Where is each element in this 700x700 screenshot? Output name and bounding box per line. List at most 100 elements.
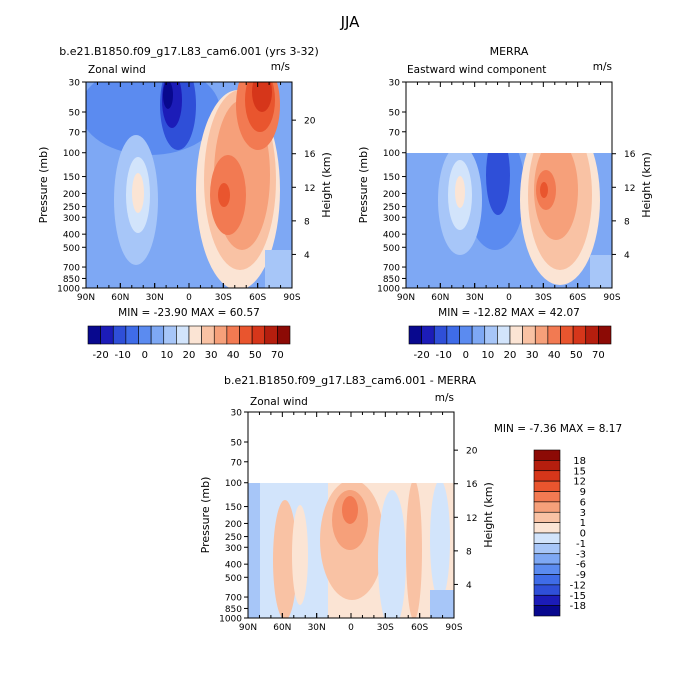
panel-model-stats: MIN = -23.90 MAX = 60.57 xyxy=(118,307,260,319)
panel-model-ytick-right-label: 20 xyxy=(304,117,316,127)
colorbar-model-label: 30 xyxy=(205,350,218,361)
colorbar-diff-swatch xyxy=(533,594,561,606)
colorbar-diff-label: -12 xyxy=(570,580,586,591)
colorbar-diff-label: -9 xyxy=(576,570,586,581)
figure-title: JJA xyxy=(340,13,361,31)
panel-diff-xtick-label: 90S xyxy=(445,623,462,633)
colorbar-diff-swatch xyxy=(533,449,561,461)
panel-diff-ytick-label: 850 xyxy=(225,605,242,615)
colorbar-diff-label: -3 xyxy=(576,549,586,560)
colorbar-diff-swatch xyxy=(533,532,561,544)
panel-obs-ytick-right-label: 16 xyxy=(624,150,636,160)
panel-obs-ytick-right-label: 8 xyxy=(624,217,630,227)
panel-obs-xtick-label: 30S xyxy=(535,293,552,303)
colorbar-obs-swatch xyxy=(471,325,486,345)
panel-obs-ytick-label: 850 xyxy=(383,275,400,285)
colorbar-obs-label: 30 xyxy=(526,350,539,361)
colorbar-obs-swatch xyxy=(572,325,587,345)
panel-obs-ytick-label: 30 xyxy=(389,79,401,89)
panel-diff-ytick-label: 300 xyxy=(225,544,242,554)
panel-obs-ytick-label: 70 xyxy=(389,128,401,138)
colorbar-obs-label: -10 xyxy=(436,350,452,361)
panel-model: b.e21.B1850.f09_g17.L83_cam6.001 (yrs 3-… xyxy=(37,45,333,319)
panel-obs-xtick-label: 90N xyxy=(397,293,415,303)
panel-obs-ytick-right-label: 12 xyxy=(624,184,635,194)
panel-diff-field xyxy=(248,483,454,618)
colorbar-diff-label: 0 xyxy=(580,529,586,540)
panel-model-units: m/s xyxy=(271,61,290,73)
panel-diff-ytick-right-label: 20 xyxy=(466,447,478,457)
colorbar-obs-swatch xyxy=(459,325,473,345)
panel-model-title: b.e21.B1850.f09_g17.L83_cam6.001 (yrs 3-… xyxy=(59,45,319,58)
colorbar-diff-label: 12 xyxy=(573,477,586,488)
colorbar-model-swatch xyxy=(176,325,190,345)
panel-diff-ytick-label: 400 xyxy=(225,561,242,571)
panel-model-xtick-label: 60S xyxy=(249,293,266,303)
panel-diff-xtick-label: 60N xyxy=(273,623,291,633)
colorbar-model-swatch xyxy=(163,325,177,345)
colorbar-diff-swatch xyxy=(533,460,561,472)
panel-obs-ytick-label: 400 xyxy=(383,231,400,241)
panel-diff-ylabel-right: Height (km) xyxy=(482,482,495,548)
colorbar-obs-swatch xyxy=(446,325,460,345)
colorbar-diff-label: 9 xyxy=(580,487,586,498)
colorbar-diff-label: 1 xyxy=(580,518,586,529)
panel-diff-ytick-label: 200 xyxy=(225,520,242,530)
colorbar-obs-label: 0 xyxy=(463,350,469,361)
panel-obs-ytick-label: 1000 xyxy=(377,285,400,295)
panel-diff-ytick-label: 50 xyxy=(231,439,243,449)
colorbar-obs-swatch xyxy=(534,325,549,345)
panel-diff-title: b.e21.B1850.f09_g17.L83_cam6.001 - MERRA xyxy=(224,374,476,387)
panel-obs-title: MERRA xyxy=(490,45,529,58)
panel-obs-xtick-label: 90S xyxy=(603,293,620,303)
panel-model-xtick-label: 60N xyxy=(111,293,129,303)
panel-model-ytick-label: 30 xyxy=(69,79,81,89)
panel-model-ytick-label: 850 xyxy=(63,275,80,285)
colorbar-diff-swatch xyxy=(533,470,561,482)
panel-obs-xtick-label: 60N xyxy=(431,293,449,303)
colorbar-obs: -20 -10 0 10 20 30 40 50 70 xyxy=(408,325,612,361)
colorbar-model-label: 0 xyxy=(142,350,148,361)
panel-diff-ytick-label: 1000 xyxy=(219,615,242,625)
colorbar-obs-swatch xyxy=(598,325,612,345)
colorbar-diff-swatch xyxy=(533,553,561,565)
panel-obs-ytick-label: 300 xyxy=(383,214,400,224)
colorbar-obs-label: 50 xyxy=(570,350,583,361)
panel-model-left-label: Zonal wind xyxy=(88,64,146,76)
panel-model-ylabel: Pressure (mb) xyxy=(37,147,50,224)
colorbar-model-label: 50 xyxy=(249,350,262,361)
colorbar-model-swatch xyxy=(150,325,165,345)
panel-obs-left-label: Eastward wind component xyxy=(407,64,546,76)
panel-diff-ytick-label: 250 xyxy=(225,533,242,543)
colorbar-model-label: 40 xyxy=(227,350,240,361)
panel-model-ytick-right-label: 8 xyxy=(304,217,310,227)
panel-obs-ytick-label: 500 xyxy=(383,244,400,254)
panel-obs-field xyxy=(406,153,612,288)
panel-obs-ytick-label: 250 xyxy=(383,203,400,213)
colorbar-obs-swatch xyxy=(547,325,561,345)
panel-obs: MERRA Eastward wind component m/s 30 50 70… xyxy=(357,45,653,319)
colorbar-obs-label: 70 xyxy=(592,350,605,361)
colorbar-obs-swatch xyxy=(560,325,574,345)
colorbar-obs-swatch xyxy=(408,325,422,345)
panel-obs-ytick-label: 150 xyxy=(383,173,400,183)
panel-diff: b.e21.B1850.f09_g17.L83_cam6.001 - MERRA… xyxy=(199,374,622,633)
panel-diff-ytick-label: 700 xyxy=(225,594,242,604)
colorbar-model-swatch xyxy=(125,325,139,345)
colorbar-obs-label: 10 xyxy=(482,350,495,361)
colorbar-diff-label: 18 xyxy=(573,456,586,467)
colorbar-model-label: 20 xyxy=(183,350,196,361)
panel-model-ytick-label: 1000 xyxy=(57,285,80,295)
colorbar-diff-label: -15 xyxy=(570,591,586,602)
colorbar-obs-swatch xyxy=(484,325,498,345)
colorbar-obs-swatch xyxy=(585,325,599,345)
colorbar-diff-label: 15 xyxy=(573,466,586,477)
panel-diff-ylabel: Pressure (mb) xyxy=(199,477,212,554)
panel-diff-ytick-right-label: 8 xyxy=(466,547,472,557)
panel-diff-ytick-label: 150 xyxy=(225,503,242,513)
panel-model-field xyxy=(86,82,292,288)
